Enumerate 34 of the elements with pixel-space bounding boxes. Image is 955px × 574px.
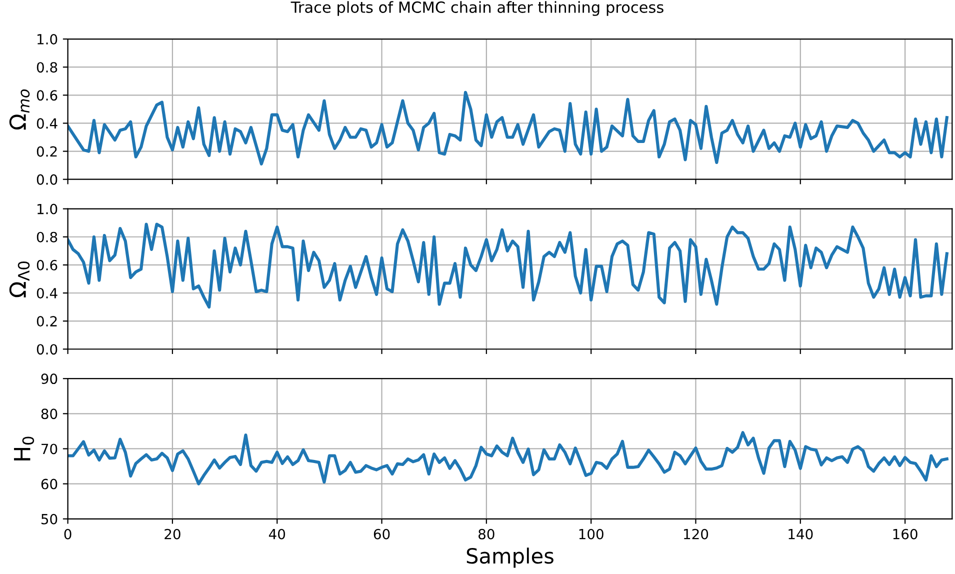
y-tick-label: 0.6: [36, 90, 58, 101]
x-tick-label: 80: [478, 528, 494, 540]
y-tick-label: 80: [41, 408, 58, 420]
y-tick-label: 0.6: [36, 260, 58, 270]
x-tick-label: 0: [64, 528, 72, 540]
y-tick-label: 60: [41, 478, 58, 490]
y-tick-label: 0.0: [36, 344, 58, 355]
x-tick-label: 60: [374, 528, 390, 540]
line-series: [68, 222, 948, 309]
y-tick-label: 0.4: [36, 118, 58, 129]
line-series: [68, 90, 948, 166]
x-tick-label: 160: [893, 528, 918, 540]
y-tick-label: 0.2: [36, 146, 57, 157]
y-tick-label: 1.0: [38, 34, 58, 45]
x-axis-title: Samples: [466, 548, 554, 568]
y-tick-label: 0.4: [36, 288, 58, 298]
y-tick-label: 90: [41, 374, 58, 384]
y-tick-label: 0.2: [36, 316, 57, 327]
y-tick-label: 0.0: [36, 174, 58, 185]
y-axis-title: H$_{0}$: [14, 436, 34, 460]
y-axis-title: Ω$_{Λ0}$: [9, 261, 30, 298]
chart-title: Trace plots of MCMC chain after thinning process: [290, 1, 664, 16]
y-tick-label: 0.8: [36, 62, 58, 73]
line-series: [68, 431, 948, 486]
y-tick-label: 1.0: [38, 204, 58, 214]
x-tick-label: 20: [164, 528, 180, 540]
y-tick-label: 70: [42, 444, 58, 454]
y-tick-label: 0.8: [36, 232, 58, 242]
x-tick-label: 120: [684, 528, 708, 540]
y-tick-label: 50: [41, 514, 58, 524]
x-tick-label: 100: [579, 528, 604, 540]
y-axis-title: Ω$_{mo}$: [9, 89, 30, 130]
x-tick-label: 40: [268, 528, 286, 540]
x-tick-label: 140: [788, 528, 813, 540]
